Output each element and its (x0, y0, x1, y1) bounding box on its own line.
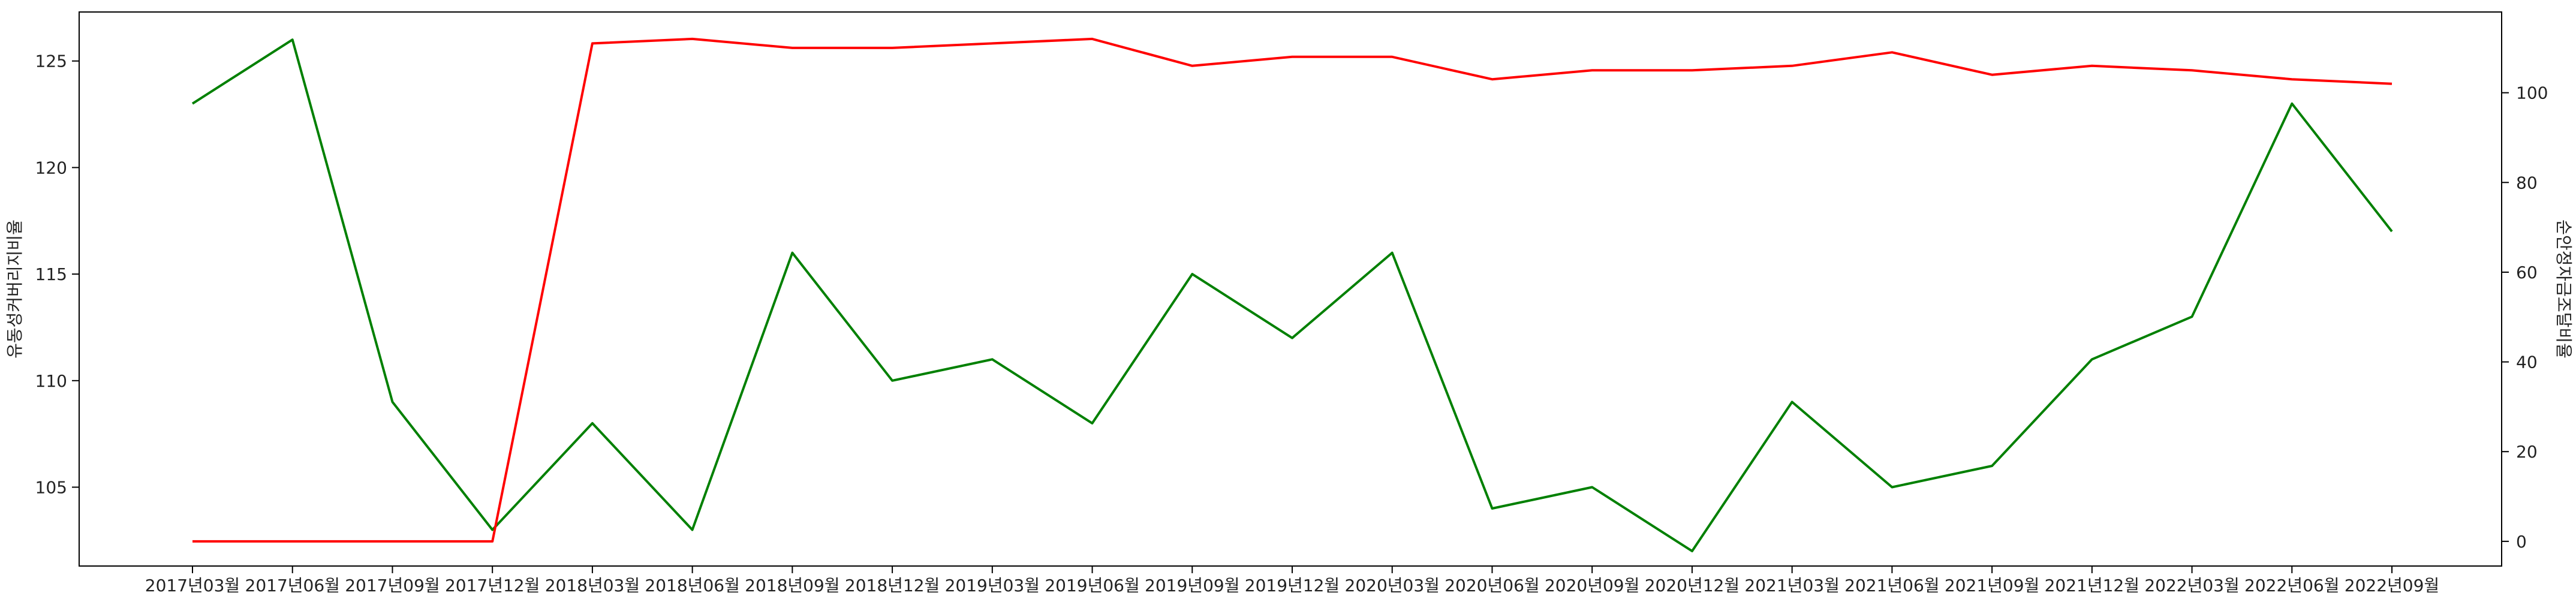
x-tick-label: 2017년09월 (345, 576, 440, 595)
right-y-tick-label: 60 (2516, 263, 2538, 282)
right-y-tick-label: 80 (2516, 173, 2538, 192)
x-tick-label: 2022년06월 (2244, 576, 2339, 595)
left-y-axis-label: 유동성커버리지비율 (5, 219, 25, 359)
x-tick-label: 2019년06월 (1045, 576, 1139, 595)
x-tick-label: 2019년03월 (945, 576, 1040, 595)
left-y-tick-label: 115 (35, 264, 67, 284)
x-tick-label: 2020년12월 (1645, 576, 1740, 595)
x-tick-label: 2020년06월 (1445, 576, 1539, 595)
x-tick-label: 2021년09월 (1945, 576, 2039, 595)
x-tick-label: 2018년06월 (645, 576, 739, 595)
x-tick-label: 2021년06월 (1844, 576, 1939, 595)
left-y-axis-ticks: 105 110 115 120 125 (35, 52, 79, 498)
left-y-tick-label: 120 (35, 158, 67, 177)
x-tick-label: 2017년12월 (445, 576, 540, 595)
plot-frame (79, 11, 2502, 567)
right-y-tick-label: 0 (2516, 532, 2527, 552)
x-tick-label: 2021년12월 (2045, 576, 2139, 595)
right-y-axis-label: 순안정자금조달비율 (2554, 219, 2574, 359)
x-tick-label: 2020년09월 (1545, 576, 1639, 595)
right-y-axis-ticks: 0 20 40 60 80 100 (2502, 83, 2548, 552)
x-tick-label: 2019년09월 (1145, 576, 1239, 595)
x-tick-label: 2017년06월 (245, 576, 340, 595)
x-tick-label: 2019년12월 (1245, 576, 1340, 595)
x-axis-ticks: 2017년03월 2017년06월 2017년09월 2017년12월 2018년03월… (145, 566, 2439, 595)
x-tick-label: 2021년03월 (1744, 576, 1839, 595)
x-tick-label: 2018년03월 (545, 576, 640, 595)
x-tick-label: 2022년03월 (2144, 576, 2239, 595)
series-line-right-axis (192, 37, 2393, 543)
x-tick-label: 2022년09월 (2345, 576, 2439, 595)
series-line-left-axis (191, 38, 2393, 553)
x-tick-label: 2018년09월 (745, 576, 839, 595)
right-y-tick-label: 100 (2516, 83, 2548, 103)
series-layer (191, 37, 2393, 553)
right-y-tick-label: 40 (2516, 353, 2538, 372)
x-tick-label: 2017년03월 (145, 576, 240, 595)
left-y-tick-label: 105 (35, 478, 67, 498)
right-y-tick-label: 20 (2516, 442, 2538, 462)
left-y-tick-label: 125 (35, 52, 67, 71)
axes-frame (79, 11, 2502, 567)
x-tick-label: 2020년03월 (1345, 576, 1440, 595)
left-y-tick-label: 110 (35, 371, 67, 391)
x-tick-label: 2018년12월 (845, 576, 940, 595)
